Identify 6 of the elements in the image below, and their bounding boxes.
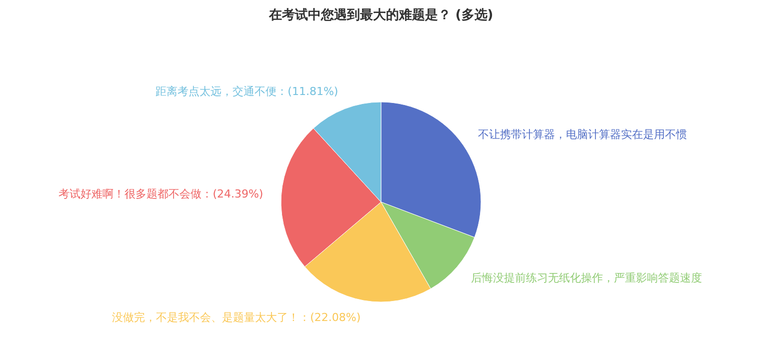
slice-label: 距离考点太远，交通不便：(11.81%)	[156, 85, 338, 98]
chart-title: 在考试中您遇到最大的难题是？ (多选)	[268, 7, 494, 23]
slice-label: 没做完，不是我不会、是题量太大了！：(22.08%)	[112, 311, 361, 324]
slice-label: 后悔没提前练习无纸化操作，严重影响答题速度	[470, 272, 702, 285]
slice-label: 不让携带计算器，电脑计算器实在是用不惯	[478, 128, 688, 141]
slice-label: 考试好难啊！很多题都不会做：(24.39%)	[58, 188, 264, 201]
